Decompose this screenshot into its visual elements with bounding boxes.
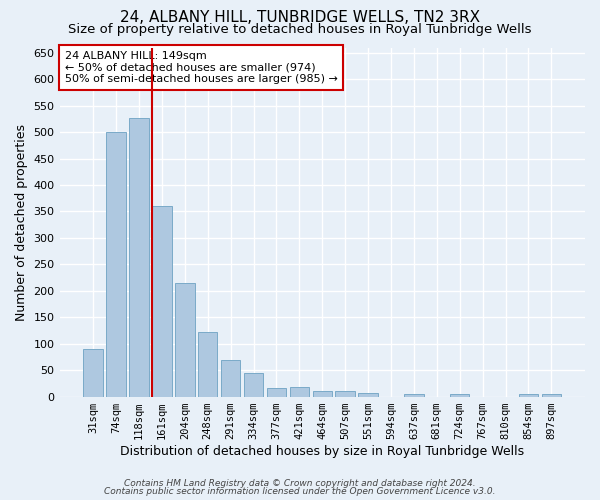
Bar [313, 392, 332, 396]
Y-axis label: Number of detached properties: Number of detached properties [15, 124, 28, 320]
Bar [358, 393, 378, 396]
Text: 24 ALBANY HILL: 149sqm
← 50% of detached houses are smaller (974)
50% of semi-de: 24 ALBANY HILL: 149sqm ← 50% of detached… [65, 51, 338, 84]
Text: Size of property relative to detached houses in Royal Tunbridge Wells: Size of property relative to detached ho… [68, 22, 532, 36]
Bar [290, 387, 309, 396]
Bar [83, 349, 103, 397]
Bar [198, 332, 217, 396]
Bar [267, 388, 286, 396]
Bar [519, 394, 538, 396]
Bar [221, 360, 241, 397]
X-axis label: Distribution of detached houses by size in Royal Tunbridge Wells: Distribution of detached houses by size … [120, 444, 524, 458]
Bar [542, 394, 561, 396]
Text: 24, ALBANY HILL, TUNBRIDGE WELLS, TN2 3RX: 24, ALBANY HILL, TUNBRIDGE WELLS, TN2 3R… [120, 10, 480, 25]
Bar [152, 206, 172, 396]
Bar [244, 374, 263, 396]
Bar [404, 394, 424, 396]
Bar [129, 118, 149, 396]
Bar [450, 394, 469, 396]
Text: Contains public sector information licensed under the Open Government Licence v3: Contains public sector information licen… [104, 487, 496, 496]
Text: Contains HM Land Registry data © Crown copyright and database right 2024.: Contains HM Land Registry data © Crown c… [124, 478, 476, 488]
Bar [175, 283, 194, 397]
Bar [106, 132, 126, 396]
Bar [335, 391, 355, 396]
